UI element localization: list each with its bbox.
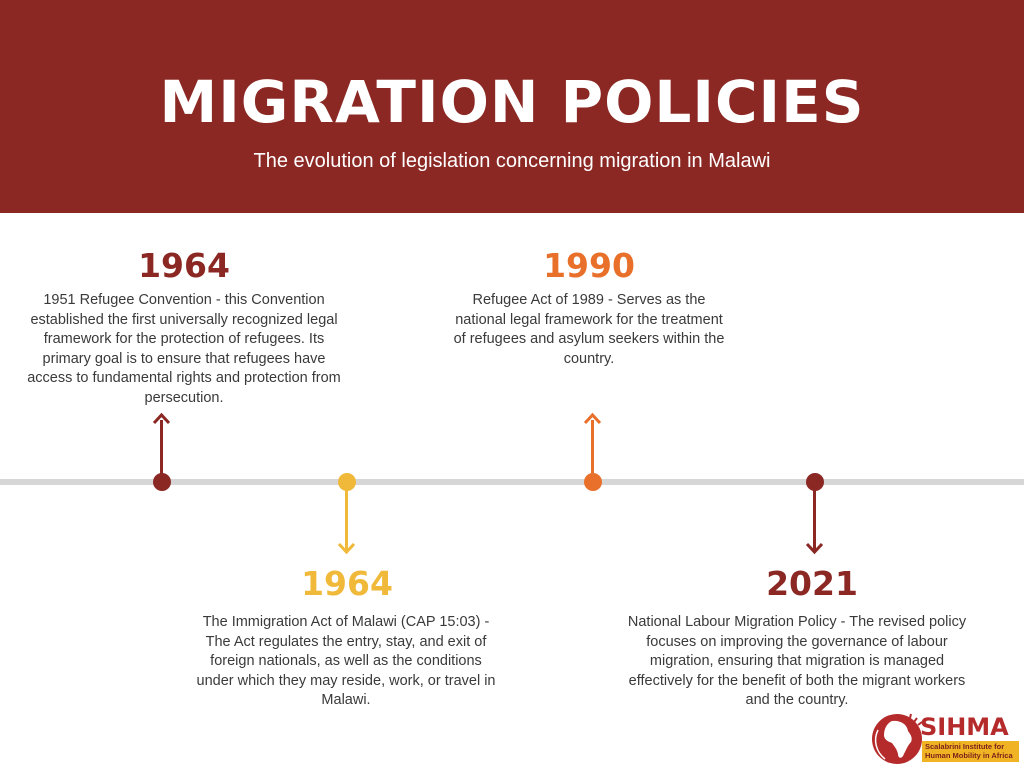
header-banner: MIGRATION POLICIES The evolution of legi… <box>0 0 1024 213</box>
logo-tagline: Scalabrini Institute for Human Mobility … <box>922 741 1019 762</box>
event-description-3: Refugee Act of 1989 - Serves as the nati… <box>453 292 725 367</box>
event-description-2: The Immigration Act of Malawi (CAP 15:03… <box>196 614 496 708</box>
event-year-1: 1964 <box>138 246 230 285</box>
arrow-down-icon <box>337 542 356 555</box>
event-connector-4 <box>813 490 816 552</box>
event-marker-2 <box>338 473 356 491</box>
event-connector-3 <box>591 420 594 474</box>
page-subtitle: The evolution of legislation concerning … <box>253 150 771 172</box>
event-connector-1 <box>160 420 163 474</box>
event-marker-3 <box>584 473 602 491</box>
timeline-axis <box>0 479 1024 485</box>
globe-africa-icon <box>872 713 923 764</box>
event-marker-4 <box>806 473 824 491</box>
event-description-4: National Labour Migration Policy - The r… <box>627 614 967 708</box>
arrow-up-icon <box>152 412 171 425</box>
arrow-down-icon <box>805 542 824 555</box>
event-connector-2 <box>345 490 348 552</box>
event-description-1: 1951 Refugee Convention - this Conventio… <box>27 292 341 406</box>
page-title: MIGRATION POLICIES <box>159 68 865 136</box>
event-marker-1 <box>153 473 171 491</box>
event-year-2: 1964 <box>301 564 393 603</box>
logo-name: SIHMA <box>920 713 1009 741</box>
event-year-4: 2021 <box>766 564 858 603</box>
arrow-up-icon <box>583 412 602 425</box>
sihma-logo: SIHMA Scalabrini Institute for Human Mob… <box>870 708 1020 766</box>
event-year-3: 1990 <box>543 246 635 285</box>
